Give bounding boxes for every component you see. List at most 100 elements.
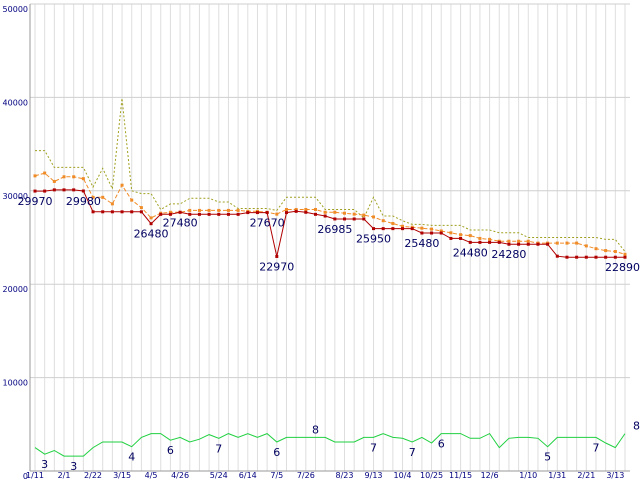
series-point-3 [101, 210, 105, 214]
series-point-3 [546, 242, 550, 246]
series-point-3 [343, 217, 347, 221]
series-point-2 [575, 241, 579, 245]
data-label: 7 [370, 441, 377, 454]
series-point-2 [439, 229, 443, 233]
data-label: 24480 [453, 246, 488, 259]
series-point-2 [197, 208, 201, 212]
series-point-3 [265, 211, 269, 215]
series-point-2 [343, 211, 347, 215]
data-label: 7 [215, 442, 222, 455]
x-tick-label: 4/26 [171, 471, 189, 480]
series-point-3 [372, 227, 376, 231]
data-label: 6 [273, 446, 280, 459]
series-point-2 [468, 234, 472, 238]
series-point-3 [478, 240, 482, 244]
series-point-3 [362, 217, 366, 221]
series-point-3 [430, 231, 434, 235]
series-point-3 [33, 189, 37, 193]
series-point-3 [526, 242, 530, 246]
series-point-2 [304, 207, 308, 211]
y-tick-label: 50000 [3, 5, 28, 14]
x-tick-label: 12/6 [481, 471, 499, 480]
series-point-2 [604, 249, 608, 253]
series-point-2 [72, 175, 76, 179]
x-tick-label: 7/26 [297, 471, 315, 480]
series-point-2 [62, 175, 66, 179]
series-point-3 [52, 188, 56, 192]
series-point-3 [294, 209, 298, 213]
series-point-3 [584, 255, 588, 259]
series-point-3 [507, 242, 511, 246]
series-point-3 [333, 217, 337, 221]
data-label: 3 [41, 458, 48, 471]
series-point-2 [101, 195, 105, 199]
series-point-3 [43, 189, 47, 193]
x-tick-label: 1/10 [519, 471, 537, 480]
series-point-3 [449, 236, 453, 240]
x-tick-label: 4/5 [145, 471, 158, 480]
x-tick-label: 2/22 [84, 471, 102, 480]
data-label: 29980 [66, 195, 101, 208]
series-point-3 [236, 212, 240, 216]
series-point-2 [207, 208, 211, 212]
series-point-2 [420, 226, 424, 230]
x-tick-label: 11/15 [449, 471, 472, 480]
data-label: 22890 [605, 261, 640, 274]
data-label: 5 [544, 451, 551, 464]
series-point-3 [391, 227, 395, 231]
series-point-2 [294, 207, 298, 211]
series-point-3 [246, 211, 250, 215]
series-point-3 [497, 240, 501, 244]
x-tick-label: 1/11 [26, 471, 44, 480]
series-point-2 [226, 208, 230, 212]
series-point-3 [91, 210, 95, 214]
data-label: 29970 [18, 195, 53, 208]
series-point-2 [236, 208, 240, 212]
series-point-2 [526, 239, 530, 243]
data-label: 25950 [356, 233, 391, 246]
series-point-2 [401, 224, 405, 228]
series-point-2 [33, 174, 37, 178]
x-tick-label: 9/13 [365, 471, 383, 480]
series-point-3 [62, 188, 66, 192]
series-point-3 [81, 189, 85, 193]
series-point-3 [255, 211, 259, 215]
series-line-2 [34, 172, 626, 255]
series-point-2 [517, 239, 521, 243]
y-tick-label: 10000 [3, 379, 28, 388]
series-point-3 [130, 210, 134, 214]
series-point-2 [391, 221, 395, 225]
series-point-2 [110, 202, 114, 206]
series-point-2 [352, 212, 356, 216]
data-label: 7 [592, 441, 599, 454]
series-lines [33, 98, 627, 457]
series-point-2 [284, 207, 288, 211]
series-point-2 [459, 233, 463, 237]
series-point-2 [613, 250, 617, 254]
series-point-3 [323, 214, 327, 218]
series-line-4 [34, 432, 626, 457]
data-label: 25480 [404, 237, 439, 250]
series-point-3 [217, 212, 221, 216]
series-point-3 [159, 212, 163, 216]
series-point-3 [401, 227, 405, 231]
series-point-2 [381, 219, 385, 223]
y-tick-label: 30000 [3, 192, 28, 201]
x-tick-label: 10/25 [420, 471, 443, 480]
series-point-3 [188, 212, 192, 216]
axes: 0 10000 20000 30000 40000 50000 1/11 2/1 2/22 3/1… [3, 4, 630, 480]
series-point-3 [197, 212, 201, 216]
series-point-3 [381, 227, 385, 231]
y-tick-label: 0 [23, 472, 28, 480]
series-line-3 [35, 189, 625, 258]
series-line-1 [35, 98, 626, 252]
series-point-2 [372, 215, 376, 219]
series-point-2 [333, 210, 337, 214]
series-point-2 [313, 207, 317, 211]
series-point-3 [594, 255, 598, 259]
x-tick-label: 7/5 [270, 471, 283, 480]
data-label: 6 [167, 444, 174, 457]
series-point-3 [623, 255, 627, 259]
series-point-3 [149, 222, 153, 226]
series-point-3 [439, 231, 443, 235]
